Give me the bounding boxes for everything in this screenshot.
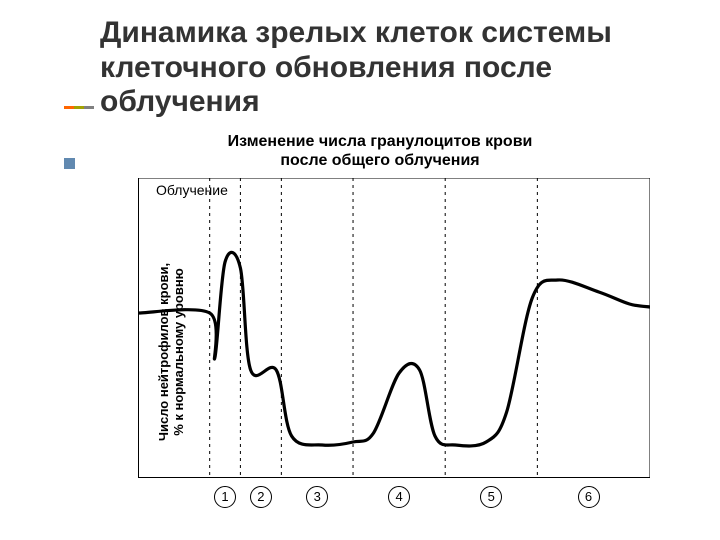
page-title: Динамика зрелых клеток системы клеточног… (100, 16, 680, 120)
x-axis-marker: 6 (578, 486, 600, 508)
x-axis-marker: 2 (250, 486, 272, 508)
x-axis-marker: 5 (480, 486, 502, 508)
accent-bar (64, 106, 94, 109)
chart-title-line1: Изменение числа гранулоцитов крови (228, 133, 533, 150)
accent-seg-1 (64, 106, 74, 109)
x-axis-numbers: 12 3 4 5 6 (138, 486, 650, 510)
plot-area: Облучение (138, 178, 650, 478)
x-axis-marker: 4 (388, 486, 410, 508)
chart-container: Изменение числа гранулоцитов крови после… (100, 130, 660, 510)
x-axis-marker: 1 (214, 486, 236, 508)
x-axis-marker: 3 (306, 486, 328, 508)
bullet-square (64, 158, 75, 169)
accent-seg-3 (84, 106, 94, 109)
accent-seg-2 (74, 106, 84, 109)
chart-title-line2: после общего облучения (280, 152, 479, 169)
chart-svg (138, 178, 650, 478)
chart-title: Изменение числа гранулоцитов крови после… (100, 130, 660, 178)
